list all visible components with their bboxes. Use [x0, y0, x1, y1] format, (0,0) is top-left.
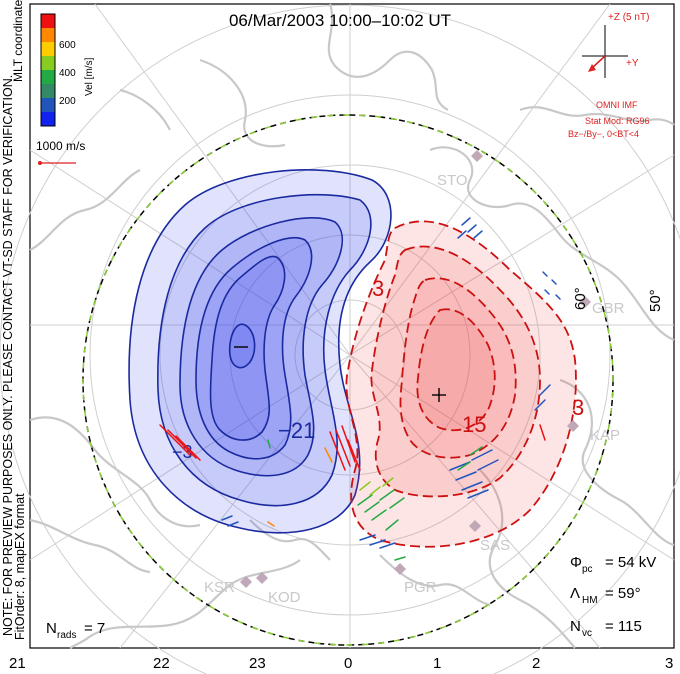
colorbar-tick: 600 [59, 40, 76, 51]
imf-y-label: +Y [626, 58, 639, 69]
lat-label-60: 60° [572, 287, 589, 310]
mlt-tick: 23 [249, 655, 266, 672]
imf-model: Stat Mod: RG96 [585, 116, 650, 126]
nrads-sub: rads [57, 630, 76, 641]
contour-labels: 3 15 3 −21 −3 [172, 276, 584, 462]
station-marker [579, 296, 591, 308]
velocity-colorbar: 600 400 200 Vel [m/s] [40, 13, 95, 127]
fitorder-note: FitOrder: 8, mapEX format [13, 493, 27, 640]
imf-condition: Bz−/By−, 0<BT<4 [568, 129, 639, 139]
colorbar-tick: 400 [59, 68, 76, 79]
nrads-symbol: N [46, 620, 57, 637]
nvc-symbol: N [570, 618, 581, 635]
contour-label: −21 [278, 418, 315, 443]
contour-label: 3 [572, 395, 584, 420]
nrads-value: = 7 [84, 620, 105, 637]
station-label: STO [437, 172, 468, 189]
map-title: 06/Mar/2003 10:00–10:02 UT [229, 11, 451, 30]
station-marker [394, 563, 406, 575]
station-marker [567, 420, 579, 432]
mlt-axis: 21 22 23 0 1 2 3 [9, 655, 673, 672]
positive-convection-cell [345, 220, 577, 548]
hm-boundary-green [82, 114, 614, 646]
station-marker [469, 520, 481, 532]
mlt-tick: 2 [532, 655, 540, 672]
phi-pc-sub: pc [582, 564, 593, 575]
mlt-tick: 3 [665, 655, 673, 672]
contour-label: 15 [462, 412, 486, 437]
colorbar-tick: 200 [59, 96, 76, 107]
plot-frame [29, 3, 675, 649]
station-marker [256, 572, 268, 584]
imf-indicator: +Z (5 nT) +Y OMNI IMF Stat Mod: RG96 Bz−… [568, 12, 650, 139]
colorbar-label: Vel [m/s] [84, 57, 95, 96]
preview-note: NOTE: FOR PREVIEW PURPOSES ONLY. PLEASE … [1, 75, 15, 636]
contour-label: 3 [372, 276, 384, 301]
mlt-tick: 0 [344, 655, 352, 672]
nvc-value: = 115 [605, 618, 642, 635]
nvc-sub: vc [582, 628, 592, 639]
imf-source: OMNI IMF [596, 100, 638, 110]
lat-label-50: 50° [647, 289, 664, 312]
phi-pc-symbol: Φ [570, 554, 582, 571]
station-label: GBR [592, 300, 625, 317]
station-label: PGR [404, 579, 437, 596]
negative-convection-cell [128, 169, 392, 534]
phi-pc-value: = 54 kV [605, 554, 656, 571]
station-label: KOD [268, 589, 301, 606]
imf-z-label: +Z (5 nT) [608, 12, 649, 23]
ref-vector-label: 1000 m/s [36, 139, 85, 153]
mlt-coordinates-label: MLT coordinates [11, 0, 25, 82]
station-label: KAP [590, 427, 620, 444]
mlt-tick: 22 [153, 655, 170, 672]
lambda-hm-symbol: Λ [570, 585, 580, 602]
mlt-tick: 1 [433, 655, 441, 672]
station-marker [240, 576, 252, 588]
lambda-hm-value: = 59° [605, 585, 641, 602]
station-label: KSR [204, 579, 235, 596]
mlt-tick: 21 [9, 655, 26, 672]
lambda-hm-sub: HM [582, 595, 598, 606]
station-marker [471, 150, 483, 162]
stations: STO GBR KAP SAS PGR KOD KSR [204, 150, 625, 606]
station-label: SAS [480, 537, 510, 554]
velocity-vectors [159, 217, 561, 561]
map-statistics: Φ pc = 54 kV Λ HM = 59° N vc = 115 N rad… [46, 554, 656, 641]
